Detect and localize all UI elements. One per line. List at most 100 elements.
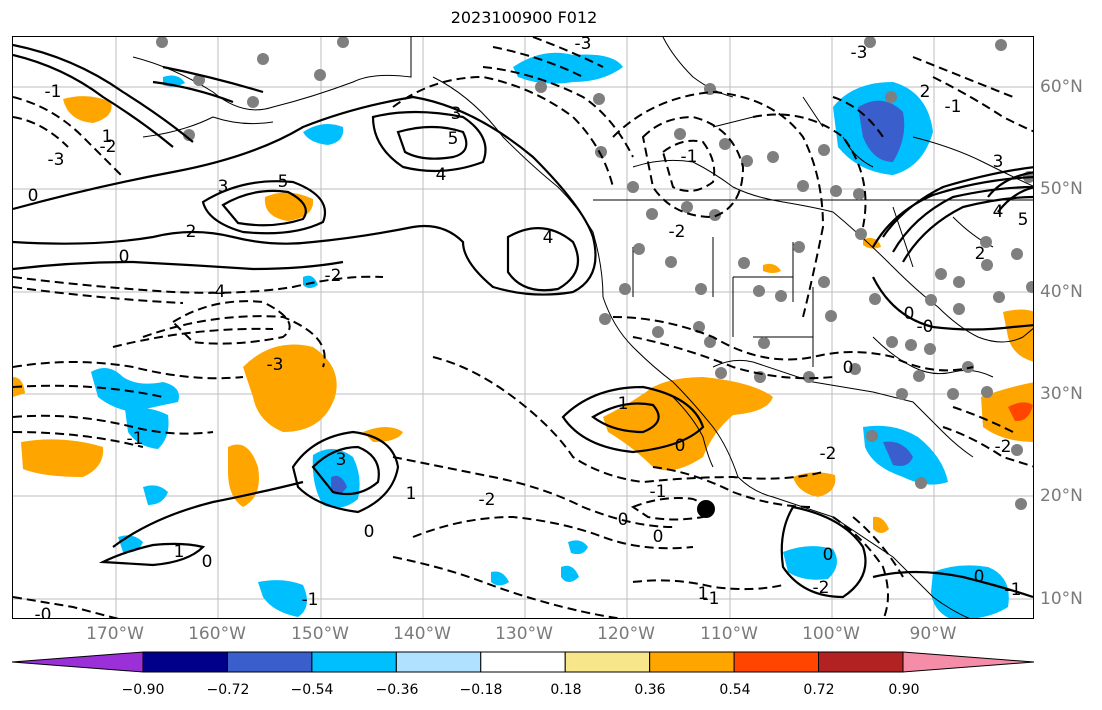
blue-patch bbox=[568, 540, 588, 555]
orange-patch bbox=[1003, 309, 1033, 362]
contour-label: 5 bbox=[448, 129, 459, 149]
contour-label: -3 bbox=[267, 355, 284, 375]
contour-label: 1 bbox=[406, 484, 417, 504]
blue-patch bbox=[513, 52, 623, 84]
colorbar-segment bbox=[226, 651, 313, 673]
contour-label: -3 bbox=[851, 43, 868, 63]
colorbar-segment bbox=[733, 651, 820, 673]
contour-label: -1 bbox=[703, 589, 720, 609]
blue-patch bbox=[258, 580, 307, 617]
contour-label: 0 bbox=[675, 436, 686, 456]
blue-patch bbox=[303, 275, 318, 288]
longitude-label: 150°W bbox=[291, 624, 349, 644]
negative-contours bbox=[13, 37, 1033, 618]
orange-patch bbox=[603, 377, 773, 471]
contour-label: -2 bbox=[813, 578, 830, 598]
blue-patch bbox=[561, 565, 579, 582]
map-canvas: 5 5 4 4 3 3 2 1 5 4 3 2 3 1 2 1 1 1 -3 -… bbox=[13, 37, 1033, 619]
orange-patch bbox=[243, 344, 337, 432]
colorbar-tick-label: 0.54 bbox=[719, 682, 751, 698]
contour-label: 0 bbox=[364, 522, 375, 542]
station-markers bbox=[156, 37, 1033, 510]
orange-patch bbox=[228, 444, 259, 507]
contour-label: 0 bbox=[974, 567, 985, 587]
latitude-label: 40°N bbox=[1040, 282, 1083, 302]
contour-label: -2 bbox=[995, 437, 1012, 457]
positive-contours bbox=[13, 43, 1033, 599]
map-plot-area: 5 5 4 4 3 3 2 1 5 4 3 2 3 1 2 1 1 1 -3 -… bbox=[12, 36, 1034, 619]
contour-label: -2 bbox=[669, 222, 686, 242]
colorbar bbox=[12, 651, 1035, 673]
orange-patch bbox=[793, 472, 836, 497]
longitude-label: 120°W bbox=[597, 624, 655, 644]
colorbar-segment bbox=[311, 651, 397, 673]
map-title: 2023100900 F012 bbox=[450, 8, 598, 27]
contour-label: -1 bbox=[945, 97, 962, 117]
colorbar-tick-label: −0.54 bbox=[290, 682, 334, 698]
colorbar-tick-label: −0.72 bbox=[206, 682, 250, 698]
contour-label: -0 bbox=[35, 605, 52, 619]
shaded-anomaly-fields bbox=[13, 52, 1033, 618]
longitude-label: 110°W bbox=[700, 624, 758, 644]
contour-label: 4 bbox=[993, 202, 1004, 222]
contour-label: 0 bbox=[843, 358, 854, 378]
colorbar-tick-label: 0.90 bbox=[888, 682, 920, 698]
colorbar-segment bbox=[480, 651, 566, 673]
colorbar-tick-label: 0.36 bbox=[634, 682, 666, 698]
contour-label: 0 bbox=[28, 186, 39, 206]
contour-label: -1 bbox=[1005, 580, 1022, 600]
blue-patch bbox=[491, 571, 509, 586]
blue-patch bbox=[883, 441, 913, 466]
blue-patch bbox=[783, 546, 837, 580]
latitude-label: 10°N bbox=[1040, 589, 1083, 609]
contour-label: 0 bbox=[618, 510, 629, 530]
contour-label: -1 bbox=[681, 147, 698, 167]
contour-label: -0 bbox=[917, 317, 934, 337]
blue-patch bbox=[331, 475, 347, 495]
contour-label: 1 bbox=[174, 542, 185, 562]
orange-patch bbox=[763, 263, 781, 273]
colorbar-tick-label: −0.90 bbox=[121, 682, 165, 698]
colorbar-segment bbox=[649, 651, 735, 673]
contour-label: 3 bbox=[336, 450, 347, 470]
contour-label: -3 bbox=[575, 37, 592, 54]
contour-label: -2 bbox=[100, 137, 117, 157]
longitude-label: 160°W bbox=[188, 624, 246, 644]
colorbar-tick-label: 0.18 bbox=[550, 682, 582, 698]
colorbar-segment bbox=[818, 651, 904, 673]
longitude-label: 130°W bbox=[495, 624, 553, 644]
contour-label: 1 bbox=[698, 584, 709, 604]
contour-label: 3 bbox=[993, 152, 1004, 172]
blue-patch bbox=[931, 565, 1009, 618]
colorbar-segment bbox=[395, 651, 482, 673]
colorbar-tick-label: −0.18 bbox=[459, 682, 503, 698]
latitude-label: 50°N bbox=[1040, 179, 1083, 199]
colorbar-tick-label: 0.72 bbox=[803, 682, 835, 698]
longitude-label: 170°W bbox=[86, 624, 144, 644]
contour-label: -2 bbox=[479, 490, 496, 510]
contour-label: 0 bbox=[119, 247, 130, 267]
contour-label: 3 bbox=[218, 177, 229, 197]
contour-label: 5 bbox=[278, 172, 289, 192]
red-patch bbox=[1008, 402, 1033, 422]
orange-patch bbox=[63, 96, 112, 123]
contour-label: 0 bbox=[904, 304, 915, 324]
contour-label: 0 bbox=[202, 552, 213, 572]
longitude-label: 90°W bbox=[909, 624, 957, 644]
orange-patch bbox=[21, 439, 104, 477]
longitude-label: 100°W bbox=[802, 624, 860, 644]
contour-label: 4 bbox=[436, 165, 447, 185]
coastlines bbox=[132, 37, 1033, 618]
contour-label: -3 bbox=[48, 150, 65, 170]
contour-label: -2 bbox=[820, 444, 837, 464]
latitude-label: 60°N bbox=[1040, 77, 1083, 97]
colorbar-segment bbox=[142, 651, 228, 673]
contour-label: 0 bbox=[653, 527, 664, 547]
contour-label: 4 bbox=[543, 228, 554, 248]
colorbar-extend-high bbox=[902, 651, 1035, 673]
contour-label: -1 bbox=[45, 82, 62, 102]
contour-label: 2 bbox=[920, 82, 931, 102]
blue-patch bbox=[91, 368, 179, 412]
colorbar-segment bbox=[564, 651, 651, 673]
latitude-label: 20°N bbox=[1040, 486, 1083, 506]
